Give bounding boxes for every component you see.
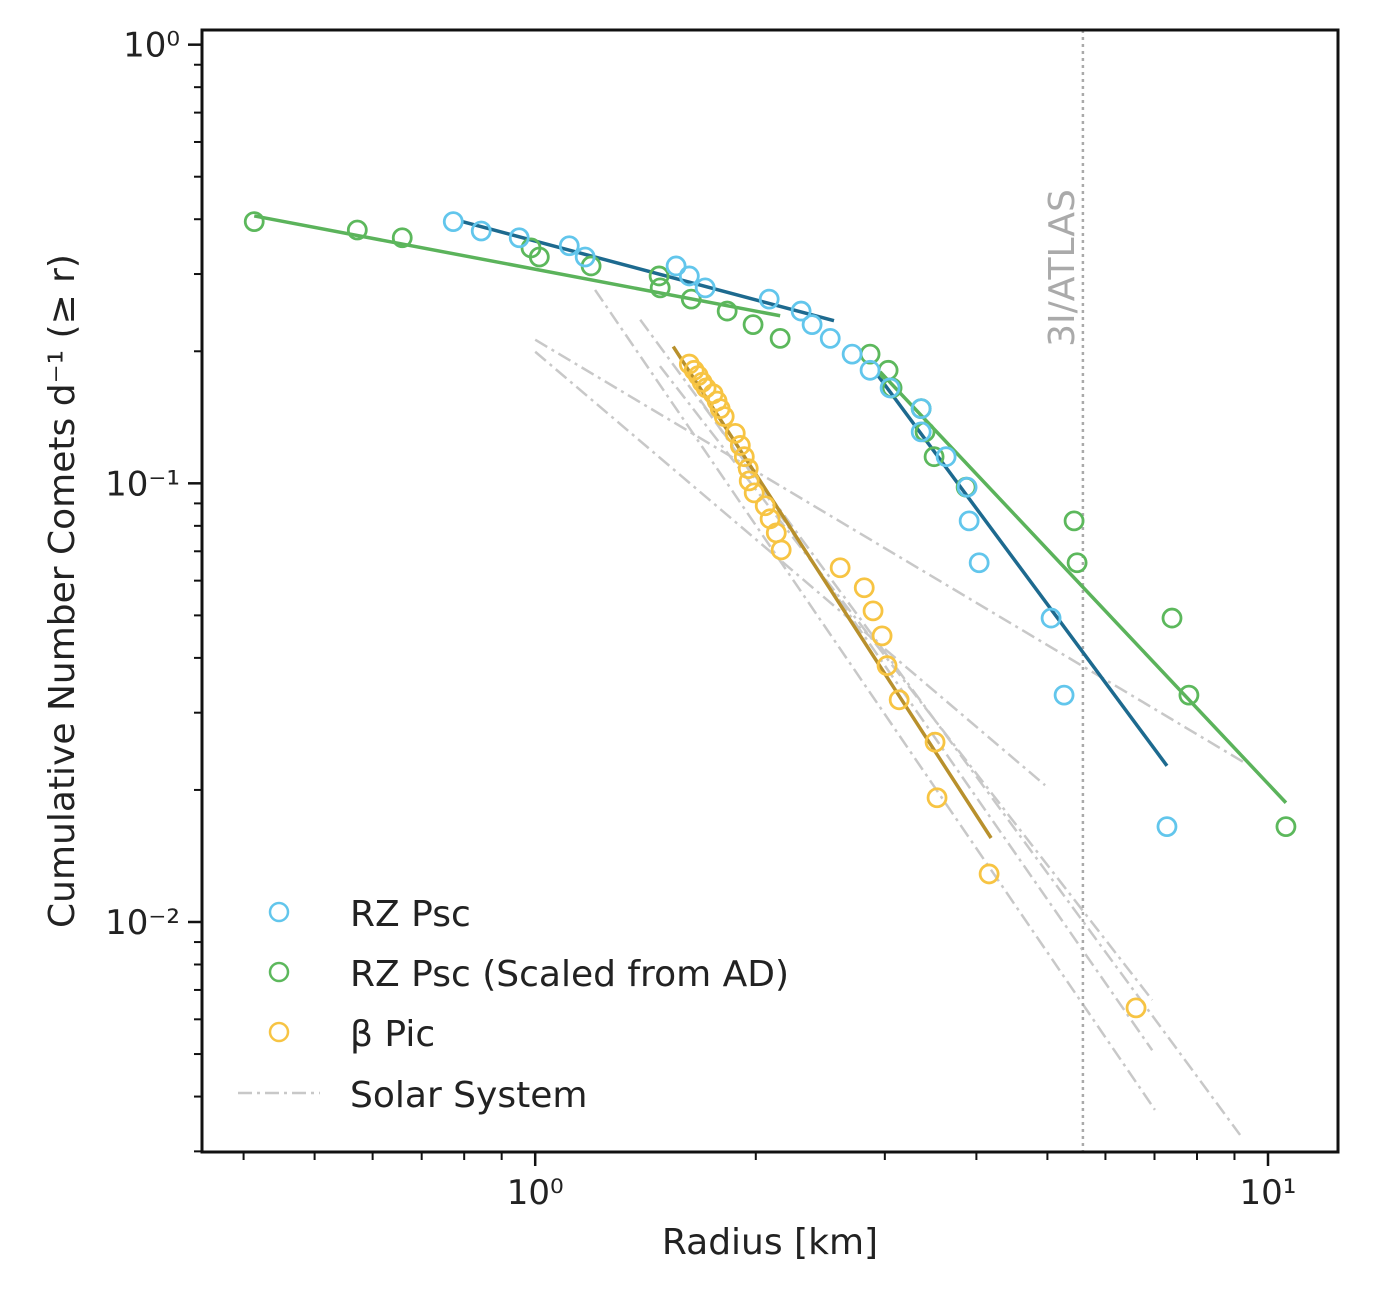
rz-psc-scaled-fit-line-1 bbox=[878, 370, 1288, 804]
solar-system-line-4 bbox=[658, 365, 1154, 1001]
rz-psc-point bbox=[859, 359, 881, 381]
legend-label-beta-pic: β Pic bbox=[350, 1014, 435, 1055]
solar-system-line-2 bbox=[594, 289, 1156, 1111]
beta-pic-point bbox=[926, 787, 948, 809]
rz-psc-point bbox=[758, 288, 780, 310]
beta-pic-point bbox=[743, 482, 765, 504]
rz-psc-point bbox=[678, 265, 700, 287]
rz-psc-fit-line-0 bbox=[461, 219, 835, 323]
rz-psc-scaled-point bbox=[391, 227, 413, 249]
beta-pic-point bbox=[853, 577, 875, 599]
rz-psc-point bbox=[1040, 607, 1062, 629]
y-tick-label: 10⁻¹ bbox=[105, 464, 180, 504]
beta-pic-point bbox=[888, 689, 910, 711]
rz-psc-scaled-point bbox=[346, 219, 368, 241]
rz-psc-scaled-point bbox=[1178, 684, 1200, 706]
rz-psc-scaled-fit-line-0 bbox=[253, 214, 781, 318]
beta-pic-fit-line-0 bbox=[671, 345, 993, 839]
y-tick-label: 10⁻² bbox=[105, 903, 180, 943]
rz-psc-scaled-point bbox=[1063, 510, 1085, 532]
rz-psc-scaled-point bbox=[648, 265, 670, 287]
rz-psc-point bbox=[694, 277, 716, 299]
rz-psc-scaled-point bbox=[528, 246, 550, 268]
beta-pic-point bbox=[876, 655, 898, 677]
beta-pic-point bbox=[770, 539, 792, 561]
rz-psc-point bbox=[910, 398, 932, 420]
rz-psc-scaled-point bbox=[1161, 607, 1183, 629]
legend-label-rz-psc: RZ Psc bbox=[350, 894, 471, 935]
legend-marker-beta-pic bbox=[268, 1021, 290, 1043]
beta-pic-point bbox=[924, 731, 946, 753]
beta-pic-point bbox=[754, 495, 776, 517]
rz-psc-point bbox=[910, 421, 932, 443]
rz-psc-scaled-point bbox=[243, 211, 265, 233]
beta-pic-point bbox=[1125, 997, 1147, 1019]
rz-psc-scaled-point bbox=[649, 277, 671, 299]
axes-frame bbox=[200, 28, 1340, 1154]
y-tick-label: 10⁰ bbox=[123, 26, 180, 66]
beta-pic-point bbox=[737, 458, 759, 480]
beta-pic-point bbox=[729, 435, 751, 456]
x-tick-label: 10¹ bbox=[1240, 1173, 1297, 1213]
rz-psc-scaled-point bbox=[1066, 552, 1088, 574]
rz-psc-point bbox=[574, 246, 596, 268]
legend-marker-rz-psc-scaled bbox=[268, 961, 290, 983]
rz-psc-point bbox=[470, 220, 492, 242]
rz-psc-point bbox=[935, 446, 957, 468]
rz-psc-point bbox=[968, 552, 990, 574]
legend-marker-rz-psc bbox=[268, 901, 290, 923]
solar-system-line-5 bbox=[699, 399, 1154, 1051]
rz-psc-point bbox=[956, 476, 978, 498]
x-tick-label: 10⁰ bbox=[507, 1173, 564, 1213]
rz-psc-scaled-point bbox=[680, 288, 702, 310]
rz-psc-scaled-point bbox=[923, 446, 945, 468]
rz-psc-point bbox=[790, 300, 812, 322]
rz-psc-point bbox=[442, 211, 464, 233]
beta-pic-point bbox=[862, 600, 884, 622]
legend-label-solar-system: Solar System bbox=[350, 1075, 587, 1116]
rz-psc-fit-line-1 bbox=[875, 373, 1169, 767]
rz-psc-point bbox=[958, 510, 980, 532]
rz-psc-scaled-point bbox=[877, 359, 899, 381]
rz-psc-scaled-point bbox=[742, 314, 764, 336]
rz-psc-scaled-point bbox=[716, 300, 738, 322]
beta-pic-point bbox=[829, 557, 851, 579]
annotation-3i-atlas: 3I/ATLAS bbox=[1042, 189, 1083, 347]
rz-psc-point bbox=[819, 327, 841, 349]
rz-psc-point bbox=[558, 235, 580, 257]
rz-psc-point bbox=[841, 343, 863, 365]
legend: RZ Psc RZ Psc (Scaled from AD) β Pic Sol… bbox=[238, 894, 789, 1116]
beta-pic-point bbox=[871, 625, 893, 647]
beta-pic-point bbox=[713, 406, 735, 427]
rz-psc-point bbox=[508, 227, 530, 249]
solar-system-line-1 bbox=[534, 350, 1046, 787]
beta-pic-point bbox=[738, 470, 760, 492]
legend-label-rz-psc-scaled: RZ Psc (Scaled from AD) bbox=[350, 954, 789, 995]
axis-ticks: 10⁰ 10¹ 10⁰ 10⁻¹ 10⁻² bbox=[105, 26, 1296, 1213]
rz-psc-point bbox=[879, 377, 901, 399]
rz-psc-scaled-point bbox=[769, 327, 791, 349]
plot-area bbox=[243, 30, 1297, 1152]
solar-system-line-0 bbox=[534, 338, 1244, 763]
rz-psc-scaled-point bbox=[1275, 816, 1297, 837]
rz-psc-point bbox=[1156, 816, 1178, 837]
rz-psc-point bbox=[665, 255, 687, 277]
y-axis-label: Cumulative Number Comets d⁻¹ (≥ r) bbox=[42, 254, 83, 928]
beta-pic-point bbox=[978, 863, 1000, 885]
beta-pic-point bbox=[733, 446, 755, 468]
beta-pic-point bbox=[724, 422, 746, 444]
rz-psc-point bbox=[1053, 684, 1075, 706]
x-axis-label: Radius [km] bbox=[662, 1222, 878, 1263]
rz-psc-point bbox=[801, 314, 823, 336]
